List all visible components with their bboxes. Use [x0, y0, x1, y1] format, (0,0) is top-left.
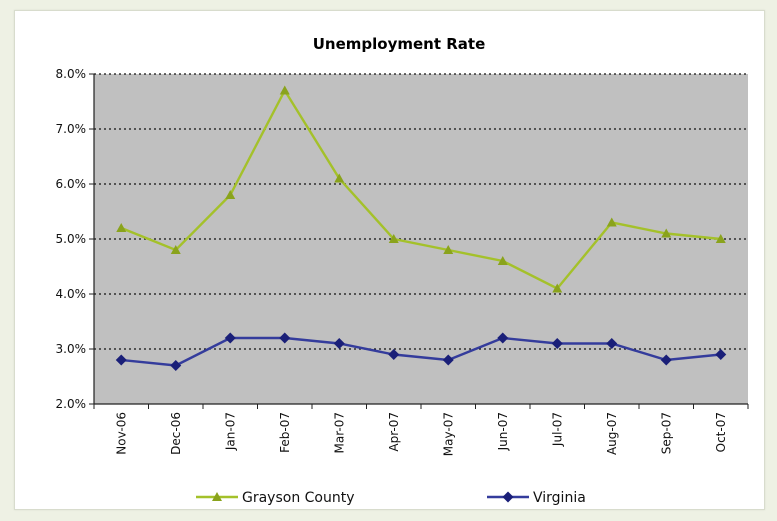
x-tick-label: Nov-06 — [114, 412, 128, 455]
data-point — [224, 332, 236, 344]
data-point — [606, 338, 618, 349]
series-line — [120, 88, 721, 291]
y-tick-label: 6.0% — [56, 177, 87, 191]
x-tick-label: Jan-07 — [223, 412, 237, 451]
data-point — [170, 245, 181, 254]
data-point — [279, 85, 290, 95]
chart-title: Unemployment Rate — [313, 35, 486, 53]
legend-marker — [212, 492, 222, 501]
legend-marker — [502, 491, 514, 503]
data-point — [115, 354, 127, 366]
data-point — [606, 217, 617, 227]
x-tick-label: Mar-07 — [332, 412, 346, 453]
data-point — [388, 234, 399, 243]
x-tick-label: May-07 — [441, 412, 455, 456]
data-point — [334, 173, 345, 183]
data-point — [279, 332, 291, 344]
data-point — [170, 360, 182, 371]
data-point — [661, 228, 672, 238]
legend: Grayson County Virginia — [196, 490, 586, 506]
y-tick-label: 3.0% — [56, 342, 87, 356]
data-point — [497, 332, 509, 344]
data-point — [551, 338, 563, 349]
x-tick-label: Dec-06 — [169, 412, 183, 455]
data-point — [388, 349, 400, 360]
series-line — [121, 336, 721, 367]
y-tick-label: 8.0% — [56, 67, 87, 81]
data-point — [116, 223, 127, 232]
y-tick-label: 2.0% — [56, 397, 87, 411]
data-point — [715, 349, 727, 360]
legend-label: Virginia — [533, 490, 586, 506]
x-tick-label: Feb-07 — [278, 412, 292, 453]
x-tick-label: Apr-07 — [387, 412, 401, 452]
data-point — [497, 256, 508, 265]
data-point — [442, 354, 454, 366]
x-tick-label: Oct-07 — [714, 412, 728, 452]
x-tick-label: Aug-07 — [605, 412, 619, 455]
unemployment-line-chart: Unemployment Rate 2.0% 3.0% 4.0% 5.0% 6.0% 7.… — [56, 35, 749, 506]
y-tick-label: 5.0% — [56, 232, 87, 246]
x-tick-label: Jun-07 — [496, 412, 510, 451]
data-point — [660, 354, 672, 366]
y-tick-label: 7.0% — [56, 122, 87, 136]
chart-frame: Unemployment Rate 2.0% 3.0% 4.0% 5.0% 6.0% 7.… — [14, 10, 765, 510]
data-point — [552, 283, 563, 293]
data-point — [443, 245, 454, 254]
plot-area: 2.0% 3.0% 4.0% 5.0% 6.0% 7.0% 8.0% Nov-06 Dec-06… — [56, 67, 749, 456]
data-point — [225, 190, 236, 199]
x-tick-label: Sep-07 — [659, 412, 673, 454]
data-point — [333, 338, 345, 349]
data-point — [715, 234, 726, 243]
x-tick-label: Jul-07 — [550, 412, 564, 447]
y-tick-label: 4.0% — [56, 287, 87, 301]
legend-label: Grayson County — [242, 490, 355, 506]
